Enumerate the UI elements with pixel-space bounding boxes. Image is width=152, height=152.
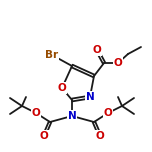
Text: O: O <box>40 131 48 141</box>
Text: O: O <box>114 58 122 68</box>
Text: O: O <box>104 108 112 118</box>
Text: O: O <box>96 131 104 141</box>
Text: O: O <box>93 45 101 55</box>
Text: Br: Br <box>45 50 59 60</box>
Text: O: O <box>32 108 40 118</box>
Text: N: N <box>86 92 94 102</box>
Text: O: O <box>58 83 66 93</box>
Text: N: N <box>68 111 76 121</box>
